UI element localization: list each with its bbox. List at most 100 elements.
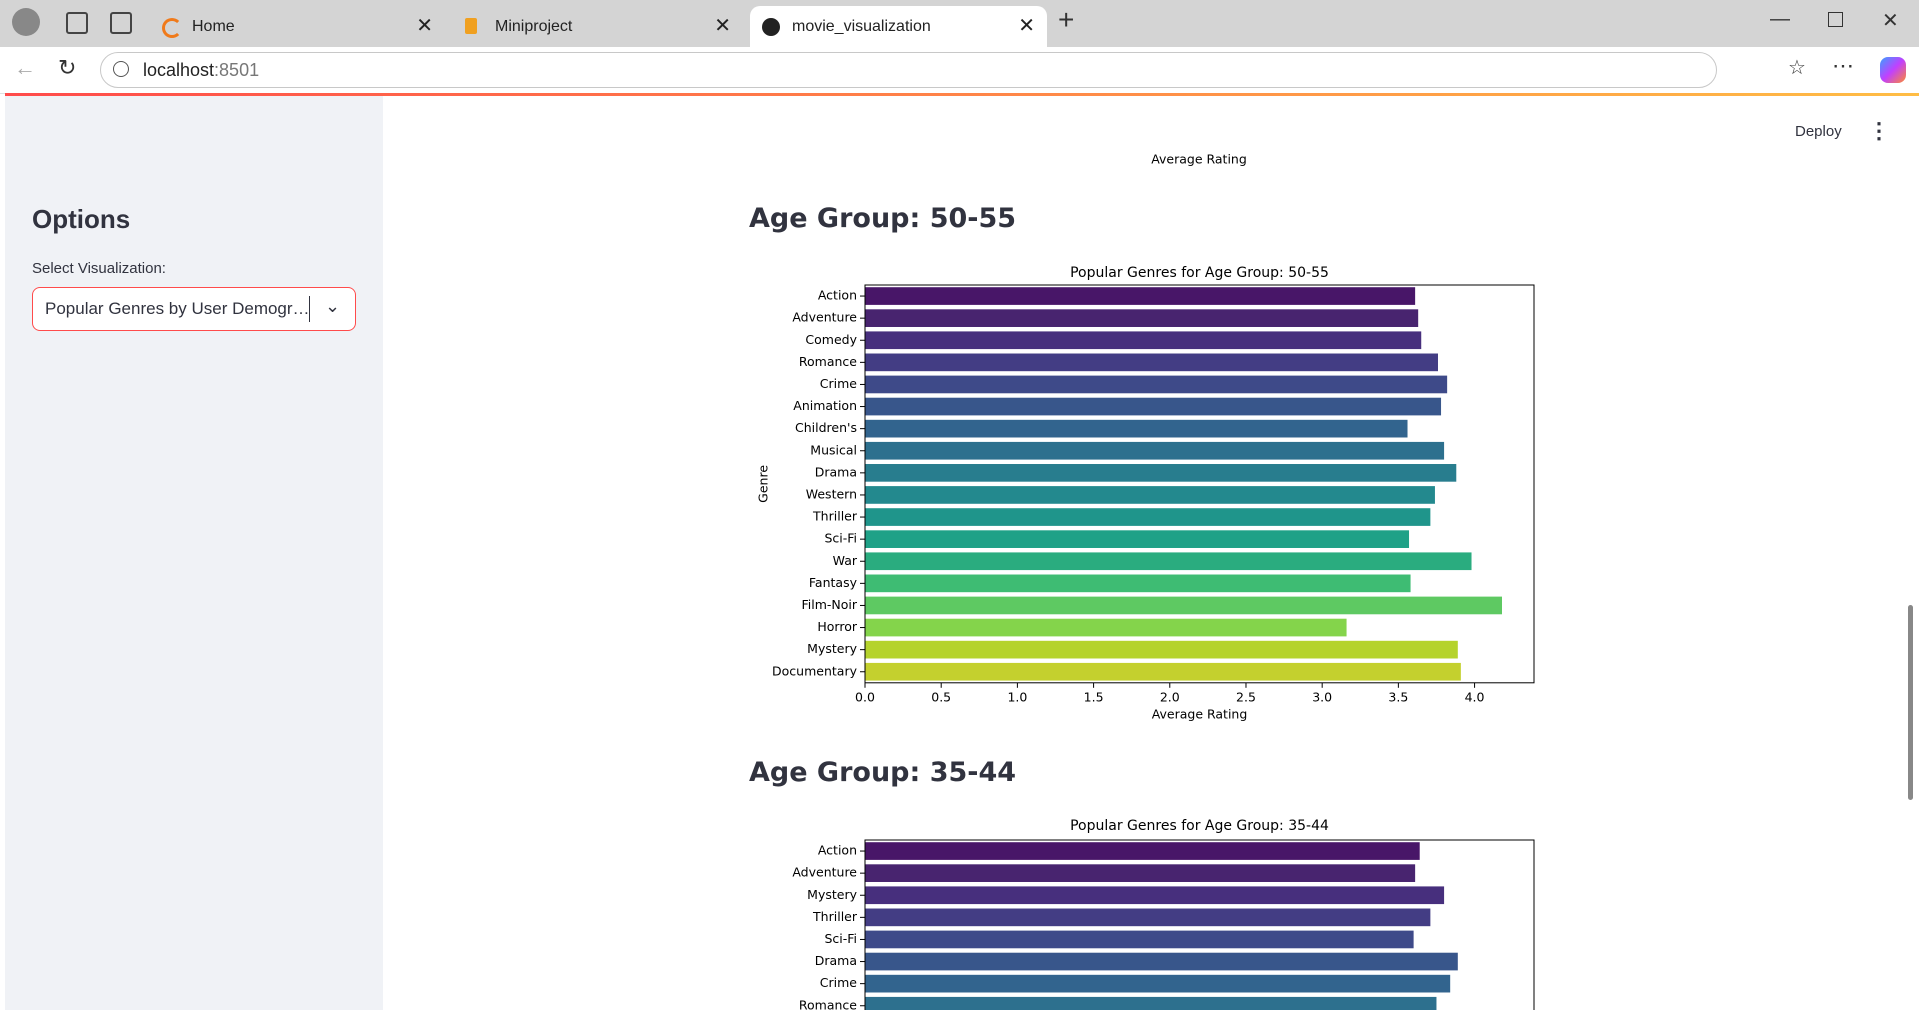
bar: [865, 552, 1472, 571]
tab[interactable]: Home ✕: [150, 6, 445, 47]
y-tick-label: Thriller: [812, 909, 858, 924]
reload[interactable]: ↻: [58, 55, 77, 80]
y-tick-label: Comedy: [805, 332, 857, 347]
back[interactable]: ←: [14, 55, 36, 80]
tab-title: Miniproject: [495, 18, 573, 35]
copilot[interactable]: [1880, 57, 1906, 83]
tab-actions-icon[interactable]: [110, 12, 132, 34]
minimize[interactable]: —: [1770, 8, 1790, 30]
x-tick-label: 2.5: [1236, 689, 1256, 704]
tab[interactable]: movie_visualization ✕: [750, 6, 1047, 47]
bar: [865, 574, 1411, 593]
plot-frame: [864, 284, 1535, 684]
section-heading: Age Group: 50-55: [749, 203, 1017, 234]
bar: [865, 530, 1410, 548]
bar: [865, 441, 1445, 460]
chart-title: Popular Genres for Age Group: 50-55: [1070, 265, 1329, 281]
y-tick-label: Sci-Fi: [824, 931, 857, 946]
sidebar-title: Options: [32, 204, 131, 234]
y-tick-label: Thriller: [812, 509, 858, 524]
tab-title: movie_visualization: [792, 18, 931, 35]
y-tick-label: Action: [818, 843, 857, 858]
url-host: localhost: [143, 60, 215, 80]
y-tick-label: Crime: [820, 975, 858, 990]
tab[interactable]: Miniproject ✕: [453, 6, 743, 47]
y-tick-label: Romance: [799, 354, 857, 369]
x-tick-label: 1.5: [1084, 689, 1104, 704]
bar: [865, 930, 1414, 949]
select-box[interactable]: Popular Genres by User Demogr… ⌄: [32, 287, 356, 331]
bar: [865, 842, 1420, 860]
y-tick-label: Sci-Fi: [824, 531, 857, 546]
plot-frame: [864, 839, 1535, 1010]
y-tick-label: Horror: [817, 619, 857, 634]
y-tick-label: Drama: [815, 464, 857, 479]
y-tick-label: Adventure: [792, 865, 857, 880]
new-tab[interactable]: +: [1058, 4, 1075, 35]
bar: [865, 640, 1458, 659]
y-tick-label: War: [833, 553, 858, 568]
bar: [865, 908, 1431, 927]
y-tick-label: Mystery: [807, 887, 857, 902]
x-tick-label: 4.0: [1465, 689, 1485, 704]
profile-icon[interactable]: [12, 8, 40, 36]
bar: [865, 464, 1457, 482]
y-tick-label: Western: [806, 486, 857, 501]
sidebar: Options Select Visualization: Popular Ge…: [5, 96, 383, 1010]
more[interactable]: ⋯: [1832, 53, 1854, 78]
address-bar[interactable]: localhost:8501: [100, 52, 1717, 88]
y-tick-label: Documentary: [772, 663, 858, 678]
close-tab[interactable]: ✕: [416, 15, 433, 37]
x-axis-label: Average Rating: [1152, 706, 1248, 721]
chart-title: Popular Genres for Age Group: 35-44: [1070, 818, 1329, 834]
header-decoration: [5, 93, 1919, 96]
deploy-button[interactable]: Deploy: [1795, 123, 1842, 140]
x-tick-label: 2.0: [1160, 689, 1180, 704]
y-tick-label: Animation: [793, 398, 857, 413]
axis-label: Average Rating: [1151, 152, 1247, 167]
workspaces-icon[interactable]: [66, 12, 88, 34]
bar: [865, 309, 1419, 327]
select-value: Popular Genres by User Demogr…: [45, 299, 310, 318]
close-tab[interactable]: ✕: [1018, 15, 1035, 37]
bar: [865, 353, 1438, 372]
scrollbar[interactable]: [1908, 605, 1913, 800]
select-label: Select Visualization:: [32, 260, 166, 277]
x-tick-label: 0.5: [931, 689, 951, 704]
bar: [865, 596, 1502, 615]
x-tick-label: 3.0: [1312, 689, 1332, 704]
bar: [865, 996, 1437, 1010]
bar: [865, 287, 1416, 305]
favorites[interactable]: ☆: [1788, 57, 1806, 79]
y-tick-label: Adventure: [792, 310, 857, 325]
y-axis-label: Genre: [756, 465, 771, 503]
main-menu[interactable]: ⋮: [1868, 118, 1890, 143]
x-tick-label: 3.5: [1388, 689, 1408, 704]
select-arrow[interactable]: ⌄: [325, 296, 341, 316]
tab-title: Home: [192, 18, 235, 35]
tab-strip: Home ✕ Miniproject ✕ movie_visualization ✕ …: [0, 0, 1919, 47]
y-tick-label: Romance: [799, 997, 857, 1010]
bar: [865, 375, 1448, 394]
x-tick-label: 1.0: [1007, 689, 1027, 704]
restore[interactable]: [1828, 12, 1843, 27]
bar: [865, 662, 1461, 681]
x-tick-label: 0.0: [855, 689, 875, 704]
y-tick-label: Fantasy: [809, 575, 858, 590]
url-port: :8501: [214, 60, 260, 80]
bar: [865, 974, 1451, 993]
y-tick-label: Film-Noir: [801, 597, 857, 612]
bar: [865, 486, 1435, 504]
bar: [865, 397, 1442, 416]
close-tab[interactable]: ✕: [714, 15, 731, 37]
y-tick-label: Crime: [820, 376, 858, 391]
close-window[interactable]: ✕: [1882, 10, 1899, 32]
bar: [865, 331, 1422, 350]
address-row: ← ↻ localhost:8501 ☆ ⋯: [0, 47, 1919, 94]
y-tick-label: Drama: [815, 953, 857, 968]
y-tick-label: Children's: [795, 420, 857, 435]
y-tick-label: Mystery: [807, 641, 857, 656]
bar: [865, 618, 1347, 637]
